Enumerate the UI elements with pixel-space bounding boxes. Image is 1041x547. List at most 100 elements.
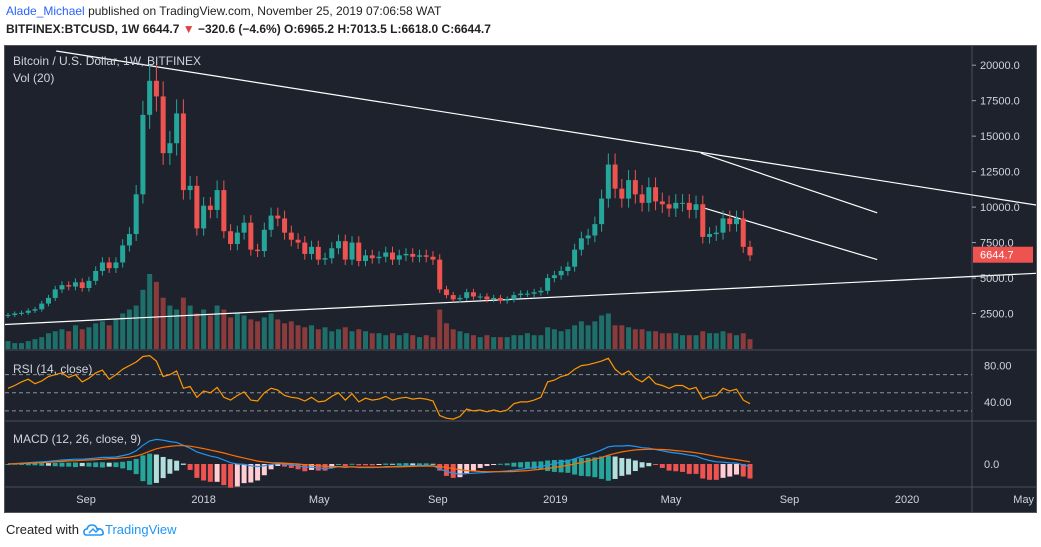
volume-bar [653,331,659,349]
volume-bar [578,321,584,349]
macd-histogram-bar [140,455,146,482]
macd-histogram-bar [255,464,261,481]
volume-bar [248,319,254,349]
macd-histogram-bar [531,461,537,469]
macd-histogram-bar [410,463,416,466]
candle-body [342,241,348,260]
volume-bar [214,305,220,349]
macd-histogram-bar [180,463,186,465]
candle-body [268,215,274,230]
volume-bar [686,335,692,349]
tradingview-logo[interactable]: TradingView [83,522,177,537]
volume-bar [457,331,463,349]
macd-histogram-bar [5,464,11,465]
chart-area[interactable]: 80.00 40.00 0.0 20000.0 17500.0 15000.0 1250… [4,45,1037,513]
price-tick-label: 2500.0 [980,309,1014,321]
candle-body [356,242,362,262]
chart-svg[interactable]: 80.00 40.00 0.0 20000.0 17500.0 15000.0 1250… [5,46,1036,512]
volume-bar [120,313,126,349]
macd-histogram-bar [416,463,422,466]
volume-bar [713,333,719,349]
time-tick-label: 2018 [191,494,215,506]
candle-body [18,312,24,314]
macd-histogram-bar [282,464,288,467]
macd-histogram-bar [383,463,389,465]
macd-histogram-bar [551,460,557,472]
volume-bar [93,323,99,349]
volume-bar [504,337,510,349]
volume-bar [315,329,321,349]
candle-body [734,218,740,225]
candle-body [261,229,267,252]
macd-histogram-bar [538,461,544,470]
volume-bar [174,309,180,349]
macd-histogram-bar [25,463,31,466]
macd-histogram-bar [342,464,348,466]
macd-histogram-bar [99,462,105,468]
volume-bar [261,317,267,349]
candle-body [511,295,517,300]
macd-histogram-bar [39,463,45,466]
macd-histogram-bar [59,462,65,467]
macd-histogram-bar [619,458,625,476]
volume-bar [160,297,166,349]
candle-body [653,187,659,202]
volume-bar [551,329,557,349]
volume-bar [470,335,476,349]
volume-bar [531,335,537,349]
macd-histogram-bar [315,464,321,471]
macd-histogram-bar [376,464,382,465]
candle-body [707,234,713,237]
macd-histogram-bar [646,462,652,467]
tradingview-cloud-icon [83,523,104,536]
macd-histogram-bar [363,464,369,466]
candle-body [376,256,382,259]
candle-body [363,255,369,262]
candle-body [228,231,234,244]
volume-bar [369,333,375,349]
last-price: 6644.7 [142,22,180,36]
published-text: published on TradingView.com, November 2… [88,4,442,18]
macd-histogram-bar [120,461,126,469]
rsi-pane-title: RSI (14, close) [13,362,93,376]
rsi-pane: 80.00 40.00 [5,354,1012,420]
candle-body [315,246,321,260]
volume-bar [720,331,726,349]
macd-histogram-bar [389,463,395,465]
author-link[interactable]: Alade_Michael [6,4,85,18]
macd-histogram-bar [214,464,220,482]
macd-histogram-bar [659,464,665,468]
created-with-text: Created with [6,522,79,537]
candle-body [383,252,389,257]
macd-histogram-bar [201,464,207,481]
time-tick-label: Sep [780,494,800,506]
candle-body [72,282,78,287]
candle-body [302,242,308,254]
candle-body [558,270,564,276]
volume-bar [59,329,65,349]
candle-body [93,270,99,281]
macd-histogram-bar [194,464,200,478]
candle-body [720,218,726,233]
candle-body [275,215,281,219]
candle-body [66,285,72,287]
candle-body [423,255,429,257]
volume-bar [484,335,490,349]
price-tick-label: 12500.0 [980,167,1020,179]
volume-bar [356,329,362,349]
volume-bar [336,329,342,349]
price-tick-label: 7500.0 [980,238,1014,250]
volume-bar [363,331,369,349]
macd-histogram-bar [686,464,692,474]
volume-bar [707,333,713,349]
trendline [700,206,878,261]
candle-body [187,185,193,191]
trendline [5,272,1036,326]
rsi-line [7,354,751,420]
volume-bar [659,333,665,349]
signal-line [7,445,751,473]
macd-histogram-bar [52,462,58,467]
volume-bar [605,313,611,349]
candle-body [369,255,375,259]
macd-histogram-bar [423,463,429,466]
